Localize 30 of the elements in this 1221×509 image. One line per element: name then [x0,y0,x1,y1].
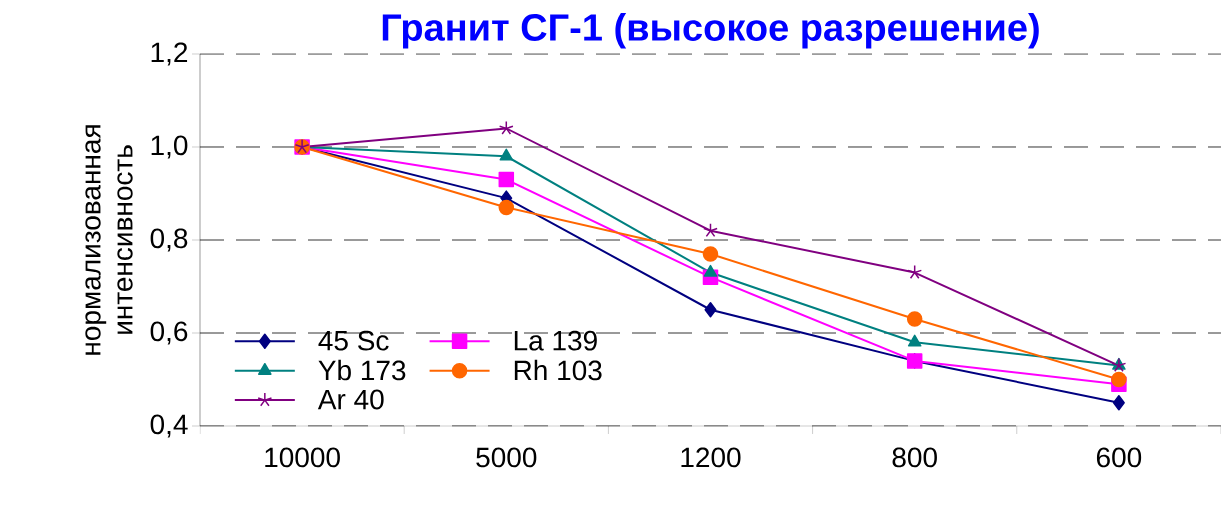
legend-label: Ar 40 [317,389,384,410]
y-tick-label: 1,0 [151,135,188,159]
y-tick-label: 0,8 [150,228,188,252]
point [703,222,718,238]
point [499,148,514,161]
point [703,264,718,277]
y-tick-label: 1,2 [151,42,188,66]
point [498,199,515,216]
y-tick-label: 0,4 [150,414,188,438]
point [907,264,923,279]
chart-title: Гранит СГ-1 (высокое разрешение) [382,13,1039,49]
x-tick-label: 10000 [265,447,340,468]
point [1111,371,1127,388]
x-tick-label: 1200 [681,447,741,468]
x-tick-label: 600 [1096,447,1142,468]
legend-label: La 139 [514,330,597,351]
legend-label: Yb 173 [318,359,406,381]
point [704,302,717,318]
point [906,311,923,327]
point [702,246,719,262]
point [1112,395,1125,411]
y-axis-title: нормализованная интенсивность [85,125,133,355]
point [498,171,515,188]
x-tick-label: 800 [892,447,937,468]
legend-label: 45 Sc [318,330,389,351]
point [907,334,922,347]
legend-label: Rh 103 [514,359,602,381]
x-tick-label: 5000 [476,447,537,468]
y-tick-label: 0,6 [150,321,188,345]
point [498,120,514,135]
